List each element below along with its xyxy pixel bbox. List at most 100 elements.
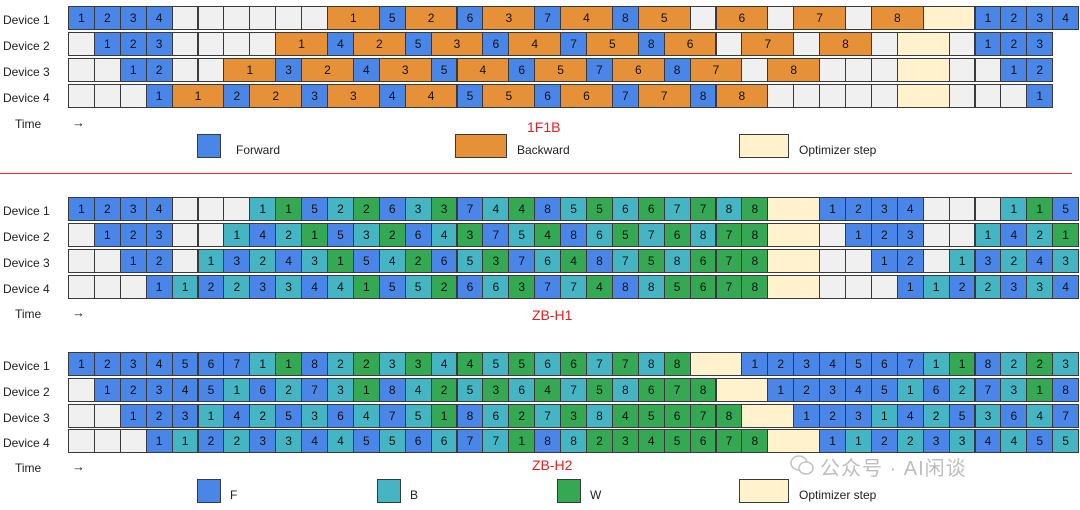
s2-d3-empty-cell xyxy=(171,249,199,273)
s1-d3-empty-cell xyxy=(845,58,872,82)
s1-d2-empty-cell xyxy=(223,32,251,56)
s1-d1-backward-cell: 4 xyxy=(560,6,613,30)
s2-d4-backward-cell: 8 xyxy=(637,275,665,299)
s1-d3-optimizer-cell xyxy=(896,58,950,82)
s3-d3-backward-cell: 4 xyxy=(352,404,380,428)
s2-d4-backward-cell: 5 xyxy=(404,275,432,299)
s2-d3-backward-cell: 3 xyxy=(1052,249,1080,273)
s3-d3-weight-cell: 8 xyxy=(715,404,743,428)
s2-d2-forward-cell: 3 xyxy=(145,223,173,247)
s2-d1-weight-cell: 7 xyxy=(689,197,717,221)
s3-d2-weight-cell: 6 xyxy=(637,378,665,402)
s2-d2-weight-cell: 3 xyxy=(456,223,484,247)
s2-d4-weight-cell: 8 xyxy=(741,275,769,299)
s2-d1-empty-cell xyxy=(922,197,950,221)
s3-d1-weight-cell: 2 xyxy=(352,352,380,376)
s2-d1-backward-cell: 1 xyxy=(249,197,277,221)
s1-d3-backward-cell: 4 xyxy=(456,58,510,82)
s3-d2-forward-cell: 4 xyxy=(171,378,199,402)
s3-d4-forward-cell: 3 xyxy=(249,429,277,453)
s3-d4-weight-cell: 1 xyxy=(508,429,536,453)
s2-d4-weight-cell: 1 xyxy=(352,275,380,299)
s2-d3-backward-cell: 3 xyxy=(301,249,328,273)
s3-d4-optimizer-cell xyxy=(767,429,821,453)
s2-d3-weight-cell: 1 xyxy=(327,249,354,273)
legend2-optimizer-swatch xyxy=(739,479,789,503)
s3-d2-forward-cell: 5 xyxy=(870,378,898,402)
s3-d1-forward-cell: 5 xyxy=(845,352,872,376)
s3-d3-backward-cell: 1 xyxy=(197,404,225,428)
s3-d1-forward-cell: 3 xyxy=(119,352,147,376)
s3-d3-backward-cell: 2 xyxy=(249,404,277,428)
s3-d4-forward-cell: 4 xyxy=(974,429,1002,453)
s2-d3-backward-cell: 1 xyxy=(197,249,225,273)
s3-d2-forward-cell: 1 xyxy=(93,378,121,402)
s3-d3-empty-cell xyxy=(68,404,95,428)
s2-d2-forward-cell: 3 xyxy=(896,223,924,247)
s1-d4-forward-cell: 4 xyxy=(378,84,406,108)
s2-d2-forward-cell: 1 xyxy=(93,223,121,247)
s2-d2-forward-cell: 5 xyxy=(327,223,354,247)
s3-d1-backward-cell: 3 xyxy=(378,352,406,376)
s3-device-1-label: Device 1 xyxy=(3,359,50,373)
s1-d4-forward-cell: 8 xyxy=(689,84,717,108)
s1-d3-forward-cell: 3 xyxy=(275,58,303,82)
s1-d3-empty-cell xyxy=(171,58,199,82)
s2-d2-empty-cell xyxy=(948,223,976,247)
s3-d1-weight-cell: 5 xyxy=(508,352,536,376)
s2-d2-weight-cell: 2 xyxy=(378,223,406,247)
section-divider xyxy=(0,173,1072,174)
s2-d3-weight-cell: 7 xyxy=(715,249,743,273)
s2-d2-forward-cell: 8 xyxy=(560,223,587,247)
s3-d4-backward-cell: 5 xyxy=(1052,429,1080,453)
s1-d1-empty-cell xyxy=(275,6,303,30)
s3-d3-weight-cell: 3 xyxy=(560,404,587,428)
s3-d2-forward-cell: 2 xyxy=(119,378,147,402)
s3-d1-weight-cell: 2 xyxy=(1026,352,1054,376)
s2-d1-backward-cell: 7 xyxy=(663,197,691,221)
s3-d3-forward-cell: 2 xyxy=(145,404,173,428)
s3-d1-forward-cell: 8 xyxy=(974,352,1002,376)
s3-d2-forward-cell: 7 xyxy=(301,378,328,402)
s1-d4-forward-cell: 5 xyxy=(456,84,484,108)
s3-d3-forward-cell: 3 xyxy=(845,404,872,428)
s1-d2-empty-cell xyxy=(793,32,821,56)
s1-d2-forward-cell: 1 xyxy=(974,32,1002,56)
s3-d1-forward-cell: 2 xyxy=(93,352,121,376)
s2-d4-forward-cell: 1 xyxy=(896,275,924,299)
s1-d3-empty-cell xyxy=(741,58,769,82)
s1-d4-empty-cell xyxy=(119,84,147,108)
s2-d1-forward-cell: 8 xyxy=(534,197,562,221)
s1-d2-forward-cell: 2 xyxy=(119,32,147,56)
s3-d1-backward-cell: 2 xyxy=(1000,352,1028,376)
s3-d4-forward-cell: 7 xyxy=(456,429,484,453)
s1-d3-empty-cell xyxy=(93,58,121,82)
s2-d2-forward-cell: 7 xyxy=(482,223,510,247)
s3-d2-backward-cell: 4 xyxy=(404,378,432,402)
s3-d2-forward-cell: 2 xyxy=(793,378,821,402)
s3-d2-weight-cell: 2 xyxy=(430,378,458,402)
s2-d2-weight-cell: 7 xyxy=(715,223,743,247)
s3-d1-backward-cell: 6 xyxy=(534,352,562,376)
s1-d2-empty-cell xyxy=(249,32,277,56)
s2-d1-forward-cell: 2 xyxy=(93,197,121,221)
s1-device-4-label: Device 4 xyxy=(3,91,50,105)
s2-d3-forward-cell: 3 xyxy=(223,249,251,273)
s3-d4-weight-cell: 4 xyxy=(637,429,665,453)
s2-d1-backward-cell: 5 xyxy=(560,197,587,221)
s2-d1-forward-cell: 1 xyxy=(819,197,846,221)
s1-d3-empty-cell xyxy=(68,58,95,82)
s3-d2-backward-cell: 5 xyxy=(456,378,484,402)
s1-d1-forward-cell: 1 xyxy=(974,6,1002,30)
s1-d2-forward-cell: 3 xyxy=(1026,32,1054,56)
s1-d4-empty-cell xyxy=(68,84,95,108)
s3-d1-forward-cell: 2 xyxy=(767,352,795,376)
s3-d1-forward-cell: 7 xyxy=(896,352,924,376)
s3-d4-forward-cell: 1 xyxy=(145,429,173,453)
s3-d4-backward-cell: 2 xyxy=(223,429,251,453)
s1-d4-backward-cell: 4 xyxy=(404,84,458,108)
s2-d4-backward-cell: 6 xyxy=(482,275,510,299)
s2-d3-forward-cell: 6 xyxy=(430,249,458,273)
s1-d1-forward-cell: 7 xyxy=(534,6,562,30)
s1-d1-backward-cell: 3 xyxy=(482,6,536,30)
